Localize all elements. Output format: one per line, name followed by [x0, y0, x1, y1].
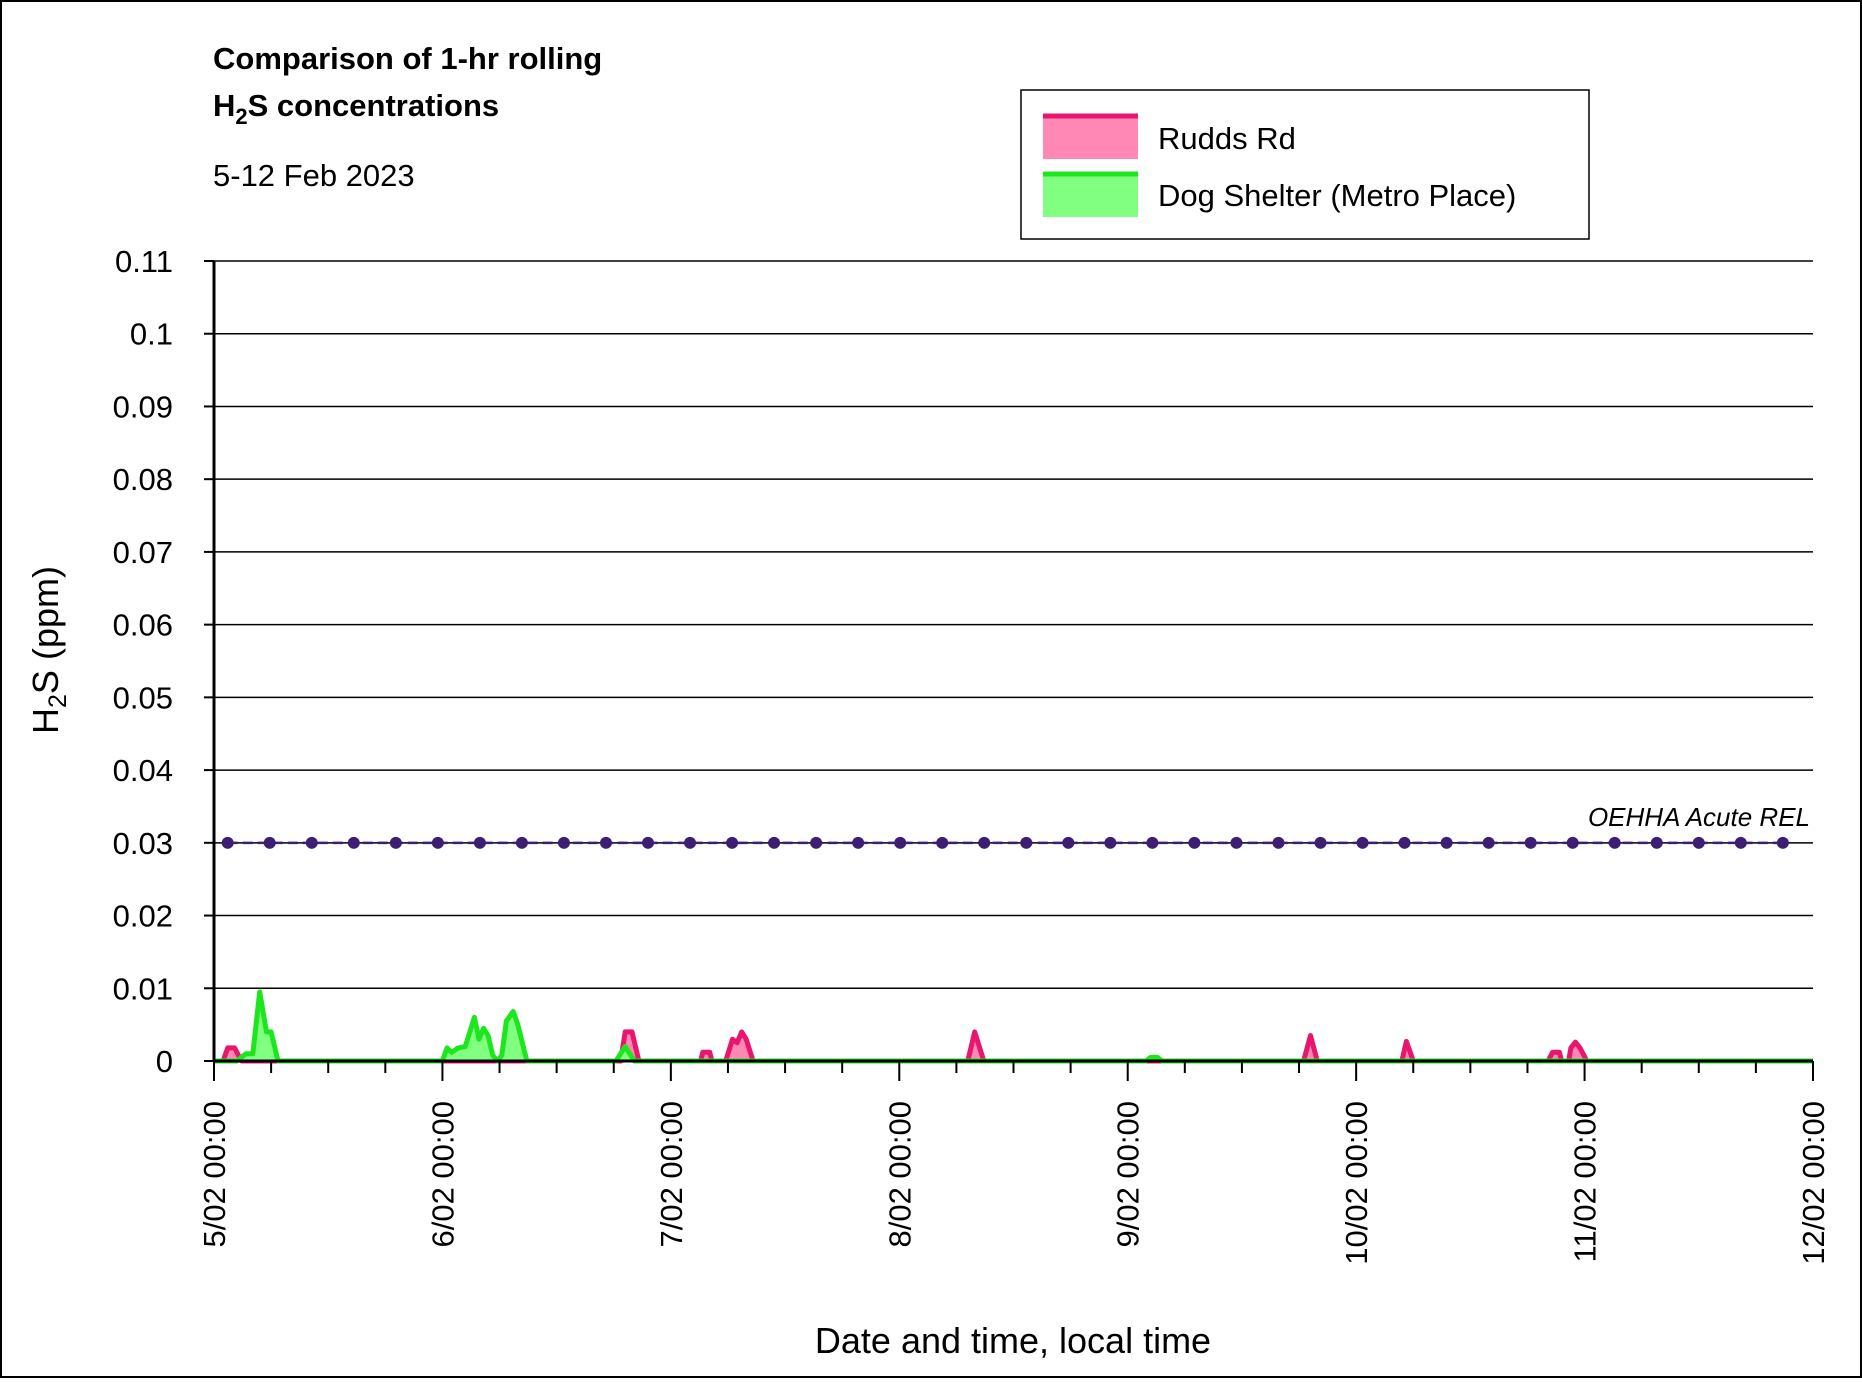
reference-marker-11 [684, 836, 697, 849]
y-tick-label-1: 0.01 [113, 971, 173, 1006]
x-tick-label-0: 5/02 00:00 [197, 1101, 232, 1248]
y-tick-label-3: 0.03 [113, 826, 173, 861]
reference-marker-22 [1146, 836, 1159, 849]
reference-marker-20 [1062, 836, 1075, 849]
x-tick-label-4: 9/02 00:00 [1111, 1101, 1146, 1248]
reference-marker-12 [726, 836, 739, 849]
reference-marker-31 [1524, 836, 1537, 849]
reference-marker-30 [1482, 836, 1495, 849]
y-tick-label-8: 0.08 [113, 462, 173, 497]
y-tick-label-10: 0.1 [130, 317, 173, 352]
reference-marker-35 [1692, 836, 1705, 849]
gridlines [214, 260, 1813, 990]
reference-marker-18 [978, 836, 991, 849]
y-tick-label-0: 0 [156, 1044, 173, 1079]
y-tick-label-2: 0.02 [113, 899, 173, 934]
y-tick-label-7: 0.07 [113, 535, 173, 570]
x-tick-labels: 5/02 00:00 6/02 00:00 7/02 00:00 8/02 00:00… [197, 1101, 1831, 1265]
x-axis-title: Date and time, local time [815, 1320, 1211, 1361]
reference-marker-5 [431, 836, 444, 849]
reference-marker-17 [936, 836, 949, 849]
reference-marker-9 [599, 836, 612, 849]
reference-line-group [221, 836, 1789, 849]
legend-swatch-dog-shelter [1043, 174, 1138, 217]
x-tick-label-5: 10/02 00:00 [1339, 1101, 1374, 1265]
ylabel-subscript: 2 [44, 694, 72, 708]
title-subscript: 2 [235, 104, 247, 129]
legend: Rudds Rd Dog Shelter (Metro Place) [1020, 89, 1590, 240]
ylabel-suffix: S (ppm) [25, 566, 66, 694]
legend-item-rudds-rd: Rudds Rd [1043, 113, 1296, 159]
reference-marker-26 [1314, 836, 1327, 849]
reference-marker-34 [1650, 836, 1663, 849]
reference-marker-3 [347, 836, 360, 849]
reference-marker-6 [473, 836, 486, 849]
y-tick-labels: 0 0.01 0.02 0.03 0.04 0.05 0.06 0.07 0.08 0.09 0.1… [113, 244, 173, 1079]
reference-marker-19 [1020, 836, 1033, 849]
y-tick-label-4: 0.04 [113, 753, 173, 788]
chart-title-line2: H2S concentrations [213, 88, 499, 129]
legend-item-dog-shelter: Dog Shelter (Metro Place) [1043, 171, 1516, 217]
reference-marker-14 [810, 836, 823, 849]
reference-marker-29 [1440, 836, 1453, 849]
reference-marker-33 [1608, 836, 1621, 849]
reference-marker-37 [1776, 836, 1789, 849]
reference-marker-13 [768, 836, 781, 849]
y-tick-label-6: 0.06 [113, 608, 173, 643]
chart-subtitle: 5-12 Feb 2023 [213, 158, 415, 193]
y-tick-label-5: 0.05 [113, 680, 173, 715]
reference-marker-23 [1188, 836, 1201, 849]
axes [204, 260, 1814, 1081]
reference-marker-1 [263, 836, 276, 849]
reference-marker-15 [852, 836, 865, 849]
x-tick-label-7: 12/02 00:00 [1796, 1101, 1831, 1265]
reference-marker-7 [515, 836, 528, 849]
reference-marker-8 [557, 836, 570, 849]
ylabel-prefix: H [25, 708, 66, 734]
x-tick-label-2: 7/02 00:00 [654, 1101, 689, 1248]
x-tick-label-1: 6/02 00:00 [425, 1101, 460, 1248]
reference-marker-24 [1230, 836, 1243, 849]
reference-line-label: OEHHA Acute REL [1588, 802, 1810, 832]
x-tick-label-3: 8/02 00:00 [882, 1101, 917, 1248]
reference-marker-4 [389, 836, 402, 849]
y-tick-label-11: 0.11 [115, 244, 173, 279]
reference-marker-0 [221, 836, 234, 849]
x-tick-label-6: 11/02 00:00 [1568, 1101, 1603, 1262]
reference-marker-32 [1566, 836, 1579, 849]
y-axis-title: H2S (ppm) [25, 566, 72, 734]
reference-marker-27 [1356, 836, 1369, 849]
title-suffix: S concentrations [248, 88, 500, 123]
reference-marker-25 [1272, 836, 1285, 849]
y-tick-label-9: 0.09 [113, 389, 173, 424]
chart-title-line1: Comparison of 1-hr rolling [213, 41, 602, 76]
reference-marker-2 [305, 836, 318, 849]
reference-marker-21 [1104, 836, 1117, 849]
legend-label-rudds-rd: Rudds Rd [1158, 121, 1296, 156]
legend-label-dog-shelter: Dog Shelter (Metro Place) [1158, 178, 1516, 213]
title-h-prefix: H [213, 88, 235, 123]
reference-marker-16 [894, 836, 907, 849]
reference-marker-10 [642, 836, 655, 849]
reference-marker-28 [1398, 836, 1411, 849]
reference-marker-36 [1734, 836, 1747, 849]
legend-swatch-rudds-rd [1043, 116, 1138, 159]
